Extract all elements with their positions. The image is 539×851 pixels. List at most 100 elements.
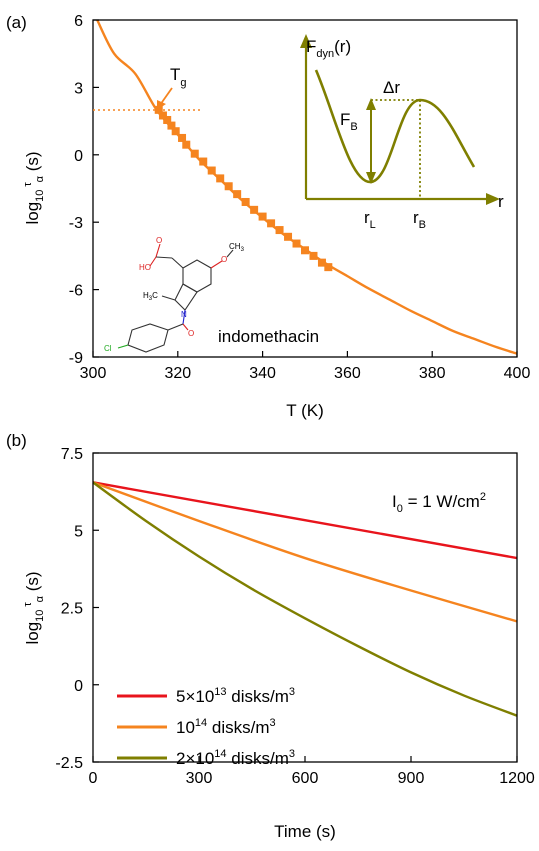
data-point — [267, 219, 276, 228]
legend: 5×1013 disks/m3 1014 disks/m3 2×1014 disks… — [117, 686, 295, 768]
atom-ho: HO — [139, 263, 151, 272]
inset-energy-curve — [314, 69, 476, 184]
atom-h3c: H3C — [143, 291, 158, 302]
inset-y-label: Fdyn(r) — [306, 37, 351, 60]
atom-cl: Cl — [104, 344, 112, 353]
data-point — [292, 239, 301, 248]
y-tick-label: 7.5 — [61, 446, 83, 463]
panel-a-frame — [92, 19, 518, 358]
indomethacin-structure — [117, 243, 234, 353]
legend-entry: 5×1013 disks/m3 — [176, 686, 295, 706]
y-tick-label: -2.5 — [55, 755, 83, 772]
series-line-0 — [96, 19, 518, 355]
bond — [155, 256, 173, 259]
data-point — [167, 121, 176, 130]
rl-label: rL — [364, 208, 376, 231]
pyrrole-ring — [174, 283, 198, 311]
y-tick-label: 3 — [74, 80, 83, 97]
x-tick-label: 360 — [334, 365, 361, 382]
x-tick-label: 300 — [80, 365, 107, 382]
molecule-label: indomethacin — [218, 327, 319, 346]
y-tick-label: 0 — [74, 678, 83, 695]
data-point — [284, 232, 293, 241]
y-tick-label: 0 — [74, 148, 83, 165]
fb-arrow-up — [366, 98, 376, 110]
panel-a-label: (a) — [6, 13, 27, 32]
panel-a-x-axis-label: T (K) — [286, 401, 323, 420]
atom-o: O — [156, 236, 162, 245]
bond — [161, 295, 176, 301]
x-tick-label: 340 — [249, 365, 276, 382]
data-point — [163, 115, 172, 124]
x-tick-label: 900 — [398, 770, 425, 787]
data-point — [258, 212, 267, 221]
x-tick-label: 0 — [89, 770, 98, 787]
y-tick-label: -9 — [69, 350, 83, 367]
series-line-0 — [92, 481, 518, 560]
data-point — [275, 226, 284, 235]
bond — [182, 323, 189, 331]
y-tick-label: 6 — [74, 13, 83, 30]
x-tick-label: 600 — [292, 770, 319, 787]
x-tick-label: 320 — [164, 365, 191, 382]
data-point — [224, 182, 233, 191]
data-point — [171, 127, 180, 136]
legend-entry: 2×1014 disks/m3 — [176, 748, 295, 768]
data-point — [158, 111, 167, 120]
chlorophenyl-ring — [127, 323, 169, 353]
panel-a: (a) 300 320 340 360 380 400 6 3 0 -3 -6 -9 T (K) l… — [6, 13, 530, 420]
dr-label: Δr — [383, 78, 400, 97]
x-tick-label: 300 — [186, 770, 213, 787]
fb-label: FB — [340, 110, 358, 133]
data-point — [178, 133, 187, 142]
data-point — [324, 263, 333, 272]
tg-arrow — [159, 87, 173, 106]
bond — [171, 257, 184, 269]
y-tick-label: -3 — [69, 215, 83, 232]
molecule-atom-labels: O HO O CH3 H3C N O Cl — [104, 236, 245, 353]
panel-b-label: (b) — [6, 431, 27, 450]
data-point — [241, 197, 250, 206]
data-point — [309, 251, 318, 260]
rb-label: rB — [413, 208, 426, 231]
x-tick-label: 1200 — [499, 770, 535, 787]
x-tick-label: 400 — [504, 365, 531, 382]
y-tick-label: 2.5 — [61, 601, 83, 618]
bond — [117, 344, 129, 349]
inset-y-arrow-head — [300, 34, 312, 48]
atom-o-carbonyl: O — [188, 329, 194, 338]
data-point — [317, 258, 326, 267]
intensity-annotation: I0 = 1 W/cm2 — [392, 491, 486, 515]
bond — [226, 249, 234, 258]
data-point — [182, 140, 191, 149]
inset-x-label: r — [498, 192, 504, 211]
data-point — [207, 166, 216, 175]
panel-b-x-axis-label: Time (s) — [274, 822, 336, 841]
atom-ch3: CH3 — [229, 242, 245, 253]
benzene-ring — [182, 259, 212, 293]
atom-o-methoxy: O — [221, 255, 227, 264]
data-point — [216, 174, 225, 183]
bond — [210, 260, 223, 269]
bond — [155, 243, 161, 258]
panel-b: (b) 0 300 600 900 1200 7.5 5 2.5 0 -2.5 Time (s)… — [6, 431, 535, 841]
panel-b-y-axis-label: log10τα (s) — [22, 571, 46, 644]
bond — [167, 323, 184, 331]
data-point — [199, 157, 208, 166]
series-line-1 — [92, 481, 518, 623]
y-tick-label: -6 — [69, 283, 83, 300]
atom-n: N — [181, 310, 187, 319]
tg-label: Tg — [170, 65, 187, 89]
y-tick-label: 5 — [74, 523, 83, 540]
data-point — [190, 149, 199, 158]
inset-free-energy — [300, 34, 500, 205]
data-point — [233, 190, 242, 199]
data-point — [301, 246, 309, 255]
legend-entry: 1014 disks/m3 — [176, 717, 276, 737]
series-line-2 — [92, 481, 518, 717]
inset-x-arrow-head — [486, 193, 500, 205]
data-point — [250, 205, 259, 214]
bond — [182, 309, 186, 325]
x-tick-label: 380 — [419, 365, 446, 382]
